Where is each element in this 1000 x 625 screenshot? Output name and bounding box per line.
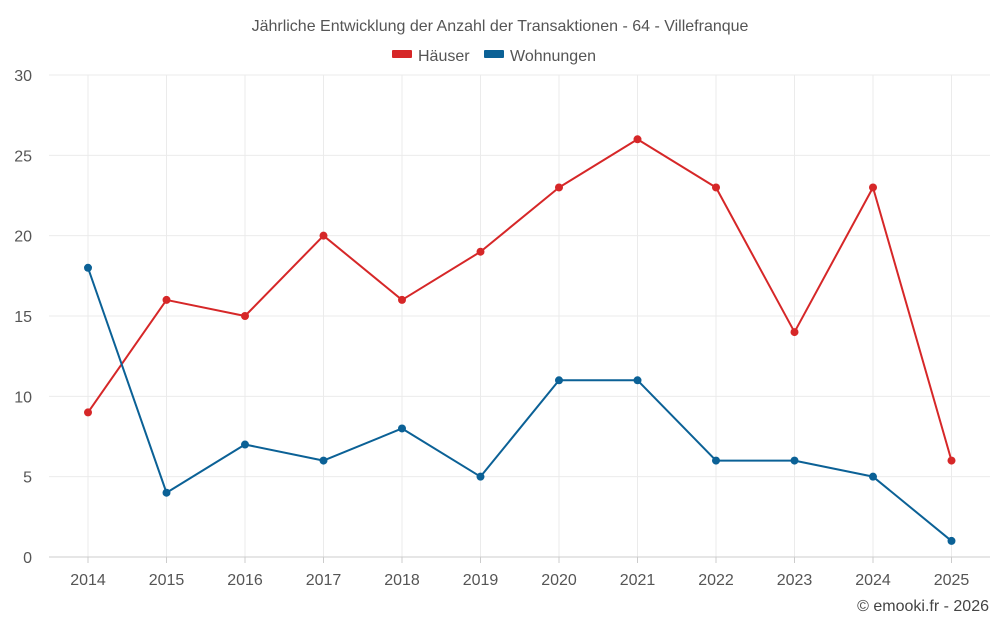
series-wohnungen	[84, 263, 956, 545]
chart-title: Jährliche Entwicklung der Anzahl der Tra…	[252, 18, 749, 35]
data-point-wohnungen-2018[interactable]	[398, 424, 406, 433]
legend-swatch-wohnungen	[484, 50, 504, 58]
data-point-wohnungen-2019[interactable]	[476, 472, 485, 481]
data-point-wohnungen-2014[interactable]	[84, 263, 92, 272]
y-tick-label: 20	[14, 229, 32, 246]
data-point-wohnungen-2025[interactable]	[947, 536, 956, 545]
data-point-haeuser-2014[interactable]	[84, 408, 92, 417]
y-tick-label: 30	[14, 68, 32, 85]
data-point-haeuser-2023[interactable]	[790, 328, 799, 337]
y-tick-label: 10	[14, 389, 32, 406]
series-line-wohnungen	[87, 267, 953, 542]
x-tick-label: 2024	[855, 572, 891, 589]
x-tick-label: 2015	[149, 572, 185, 589]
x-tick-label: 2020	[541, 572, 577, 589]
data-point-haeuser-2019[interactable]	[476, 247, 485, 256]
y-tick-label: 15	[14, 309, 32, 326]
legend: Häuser Wohnungen	[392, 48, 596, 65]
data-point-haeuser-2022[interactable]	[712, 183, 720, 192]
data-point-haeuser-2018[interactable]	[398, 295, 406, 304]
y-tick-label: 25	[14, 148, 32, 165]
series-line-haeuser	[87, 138, 953, 461]
data-point-wohnungen-2022[interactable]	[712, 456, 720, 465]
data-point-wohnungen-2024[interactable]	[869, 472, 877, 481]
data-point-wohnungen-2017[interactable]	[319, 456, 328, 465]
legend-label-wohnungen: Wohnungen	[510, 48, 596, 65]
legend-label-haeuser: Häuser	[418, 48, 470, 65]
series-haeuser	[84, 135, 956, 465]
data-point-haeuser-2024[interactable]	[869, 183, 877, 192]
credit-text: © emooki.fr - 2026	[857, 598, 989, 615]
data-point-wohnungen-2016[interactable]	[241, 440, 249, 449]
data-point-wohnungen-2023[interactable]	[790, 456, 799, 465]
data-point-haeuser-2020[interactable]	[555, 183, 563, 192]
y-tick-label: 5	[23, 470, 32, 487]
data-point-wohnungen-2020[interactable]	[555, 376, 563, 385]
gridlines	[49, 74, 990, 557]
data-point-haeuser-2025[interactable]	[947, 456, 956, 465]
legend-item-wohnungen[interactable]: Wohnungen	[484, 48, 596, 65]
y-tick-label: 0	[23, 550, 32, 567]
x-tick-label: 2018	[384, 572, 420, 589]
data-point-haeuser-2021[interactable]	[633, 135, 642, 144]
data-point-wohnungen-2015[interactable]	[162, 488, 171, 497]
x-tick-label: 2023	[777, 572, 813, 589]
data-point-wohnungen-2021[interactable]	[633, 376, 642, 385]
series-layer	[84, 135, 956, 545]
x-tick-label: 2017	[306, 572, 342, 589]
x-tick-label: 2022	[698, 572, 734, 589]
data-point-haeuser-2016[interactable]	[241, 312, 249, 320]
data-point-haeuser-2015[interactable]	[162, 295, 171, 304]
x-tick-label: 2021	[620, 572, 656, 589]
x-tick-label: 2014	[70, 572, 106, 589]
x-tick-label: 2016	[227, 572, 263, 589]
legend-item-haeuser[interactable]: Häuser	[392, 48, 470, 65]
x-tick-label: 2025	[934, 572, 970, 589]
legend-swatch-haeuser	[392, 50, 412, 58]
data-point-haeuser-2017[interactable]	[319, 231, 328, 240]
x-tick-label: 2019	[463, 572, 499, 589]
